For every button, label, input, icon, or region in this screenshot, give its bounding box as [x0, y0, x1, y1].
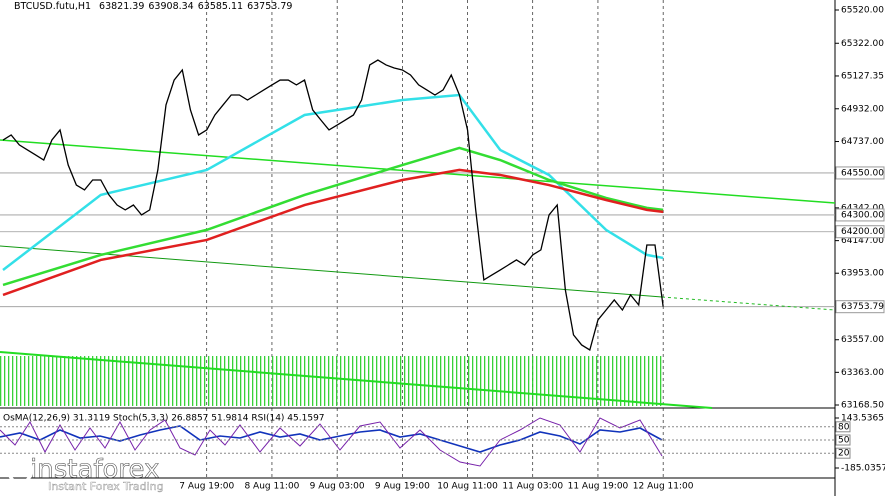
y-tick-label: 64932.00	[841, 104, 884, 114]
header: BTCUSD.futu,H1 63821.39 63908.34 63585.11 63…	[14, 1, 292, 12]
indicator-decor	[0, 417, 663, 467]
trend-line	[661, 296, 836, 311]
price-label: 64300.00	[841, 210, 884, 220]
x-tick-label: 12 Aug 11:00	[633, 482, 694, 492]
x-tick-label: 7 Aug 19:00	[179, 482, 234, 492]
y-tick-label: 64147.00	[841, 236, 884, 246]
level-box	[835, 421, 851, 433]
indicator-title: OsMA(12,26,9) 31.3119 Stoch(5,3,3) 26.88…	[3, 414, 325, 424]
price-label-box	[835, 225, 885, 239]
level-label: 80	[838, 422, 850, 432]
y-tick-label: -185.0357	[841, 464, 885, 474]
y-tick-label: 64737.00	[841, 137, 884, 147]
ohlc-high: 63908.34	[148, 1, 193, 12]
trend-line	[0, 139, 836, 204]
price-label-box	[835, 300, 885, 314]
price-label-box	[835, 208, 885, 222]
price-line-series	[2, 59, 664, 351]
y-tick-label: 63953.00	[841, 269, 884, 279]
x-tick-label: 11 Aug 03:00	[502, 482, 563, 492]
y-tick-label: 65322.00	[841, 39, 884, 49]
x-tick-label: 9 Aug 19:00	[375, 482, 430, 492]
logo-tagline: Instant Forex Trading	[48, 480, 164, 493]
moving-average	[2, 168, 664, 297]
y-tick-label: 63168.50	[841, 401, 884, 411]
price-label: 63753.79	[841, 302, 884, 312]
symbol: BTCUSD.futu,H1	[14, 1, 91, 12]
moving-average	[2, 146, 664, 287]
ohlc-low: 63585.11	[198, 1, 243, 12]
logo-icon	[6, 456, 34, 484]
y-tick-label: 64342.00	[841, 203, 884, 213]
trend-line	[0, 245, 663, 298]
ohlc-close: 63753.79	[247, 1, 292, 12]
y-tick-label: 65520.00	[841, 6, 884, 16]
y-tick-label: 143.5365	[841, 414, 884, 424]
ohlc-open: 63821.39	[99, 1, 144, 12]
x-tick-label: 8 Aug 11:00	[244, 482, 299, 492]
trend-line	[0, 351, 713, 409]
level-box	[835, 447, 851, 459]
x-tick-label: 10 Aug 11:00	[437, 482, 498, 492]
logo-brand: instaforex	[30, 455, 159, 485]
y-tick-label: 63363.00	[841, 368, 884, 378]
y-tick-label: 65127.35	[841, 71, 884, 81]
price-label: 64550.00	[841, 168, 884, 178]
x-tick-label: 11 Aug 19:00	[568, 482, 629, 492]
price-label-box	[835, 166, 885, 180]
level-label: 50	[838, 436, 850, 446]
level-label: 20	[838, 449, 850, 459]
volume-bars	[0, 356, 662, 406]
y-tick-label: 63557.00	[841, 335, 884, 345]
x-tick-label: 9 Aug 03:00	[310, 482, 365, 492]
level-box	[835, 434, 851, 446]
price-label: 64200.00	[841, 227, 884, 237]
